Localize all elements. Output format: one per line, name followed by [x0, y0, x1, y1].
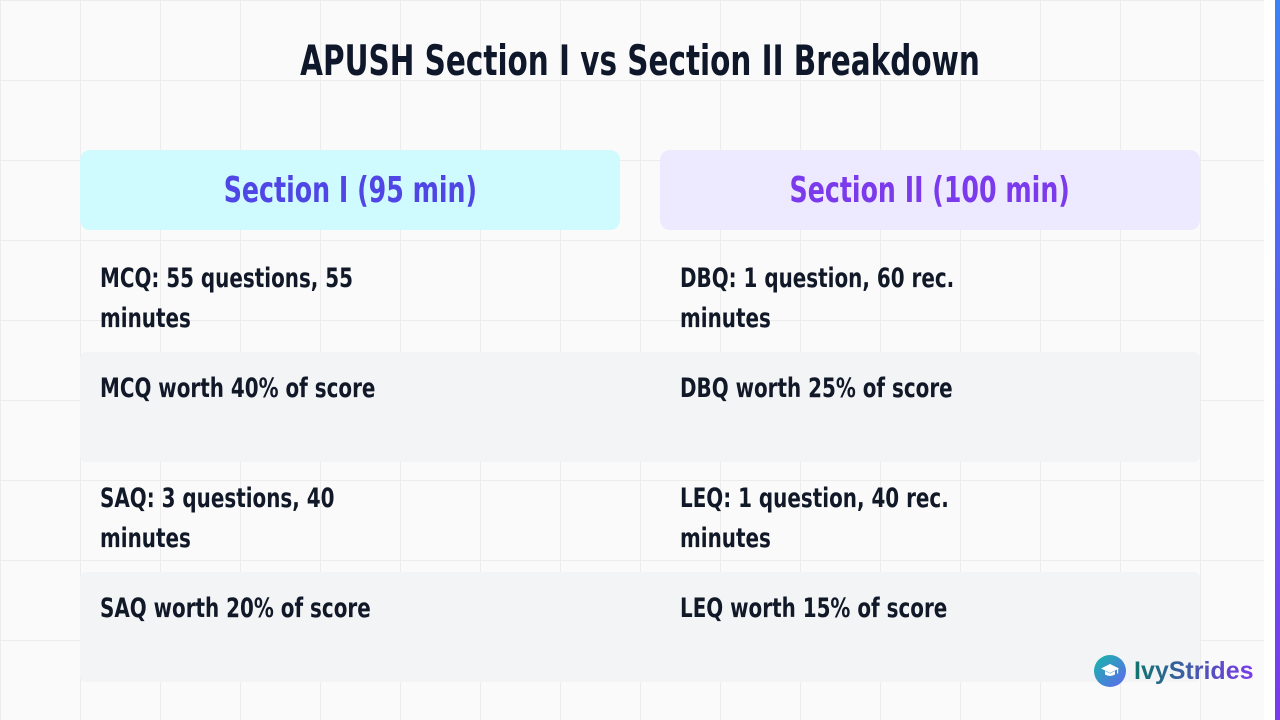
section-2-row-1-text: DBQ: 1 question, 60 rec. minutes — [680, 263, 955, 334]
section-1-header-label: Section I (95 min) — [223, 169, 477, 211]
section-2-header-label: Section II (100 min) — [789, 169, 1071, 211]
section-2-row-2-text: DBQ worth 25% of score — [680, 373, 953, 404]
section-1-row-2-text: MCQ worth 40% of score — [100, 373, 376, 404]
graduation-cap-icon — [1094, 655, 1126, 687]
page-title: APUSH Section I vs Section II Breakdown — [300, 36, 980, 85]
brand-name: IvyStrides — [1134, 656, 1254, 685]
section-1-row-2: MCQ worth 40% of score — [100, 369, 440, 409]
row-band-4 — [80, 572, 1200, 682]
section-1-row-4: SAQ worth 20% of score — [100, 589, 440, 629]
brand-logo: IvyStrides — [1094, 655, 1254, 687]
section-1-row-3: SAQ: 3 questions, 40 minutes — [100, 479, 440, 559]
section-1-header: Section I (95 min) — [80, 150, 620, 230]
section-2-row-3-text: LEQ: 1 question, 40 rec. minutes — [680, 483, 949, 554]
section-1-row-1-text: MCQ: 55 questions, 55 minutes — [100, 263, 354, 334]
section-1-row-4-text: SAQ worth 20% of score — [100, 593, 371, 624]
section-2-row-2: DBQ worth 25% of score — [680, 369, 1020, 409]
section-2-row-4-text: LEQ worth 15% of score — [680, 593, 948, 624]
section-2-row-3: LEQ: 1 question, 40 rec. minutes — [680, 479, 1020, 559]
row-band-2 — [80, 352, 1200, 462]
section-1-row-3-text: SAQ: 3 questions, 40 minutes — [100, 483, 335, 554]
accent-stripe — [1275, 0, 1280, 720]
section-1-row-1: MCQ: 55 questions, 55 minutes — [100, 259, 440, 339]
section-2-row-4: LEQ worth 15% of score — [680, 589, 1020, 629]
section-2-header: Section II (100 min) — [660, 150, 1200, 230]
section-2-row-1: DBQ: 1 question, 60 rec. minutes — [680, 259, 1020, 339]
